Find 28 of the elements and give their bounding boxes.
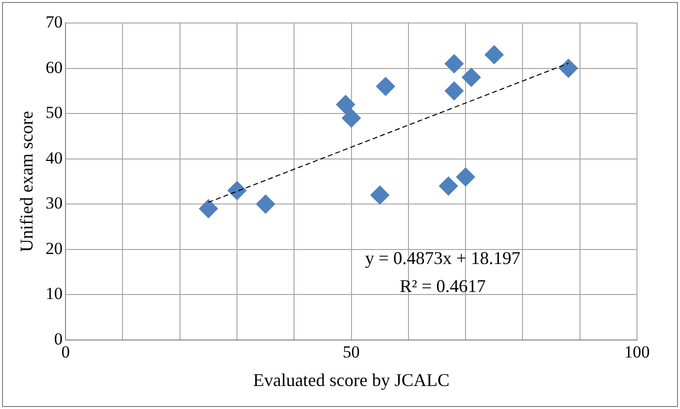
y-tick-label: 60 [46,58,63,77]
y-tick-label: 40 [46,148,63,168]
x-tick-label: 100 [624,342,650,362]
point [342,108,361,128]
point [462,68,481,87]
y-tick-label: 20 [46,238,63,258]
point [370,186,390,205]
x-axis-title: Evaluated score by JCALC [253,370,450,390]
x-tick-label: 50 [342,342,360,362]
point [444,81,464,100]
y-tick-label: 0 [54,329,63,348]
y-tick-label: 30 [46,194,63,213]
y-tick-label: 50 [46,103,63,122]
point [456,167,476,186]
point [484,45,504,64]
point [228,181,247,200]
point [256,194,276,214]
y-axis-title: Unified exam score [16,111,37,252]
point [444,54,464,74]
point [336,95,356,114]
y-tick-label: 10 [46,284,63,304]
point [198,199,218,218]
point [558,58,578,78]
annotation: R² = 0.4617 [400,276,486,296]
annotation: y = 0.4873x + 18.197 [365,248,520,268]
point [438,176,458,196]
point [376,76,396,96]
y-tick-label: 70 [46,12,63,32]
